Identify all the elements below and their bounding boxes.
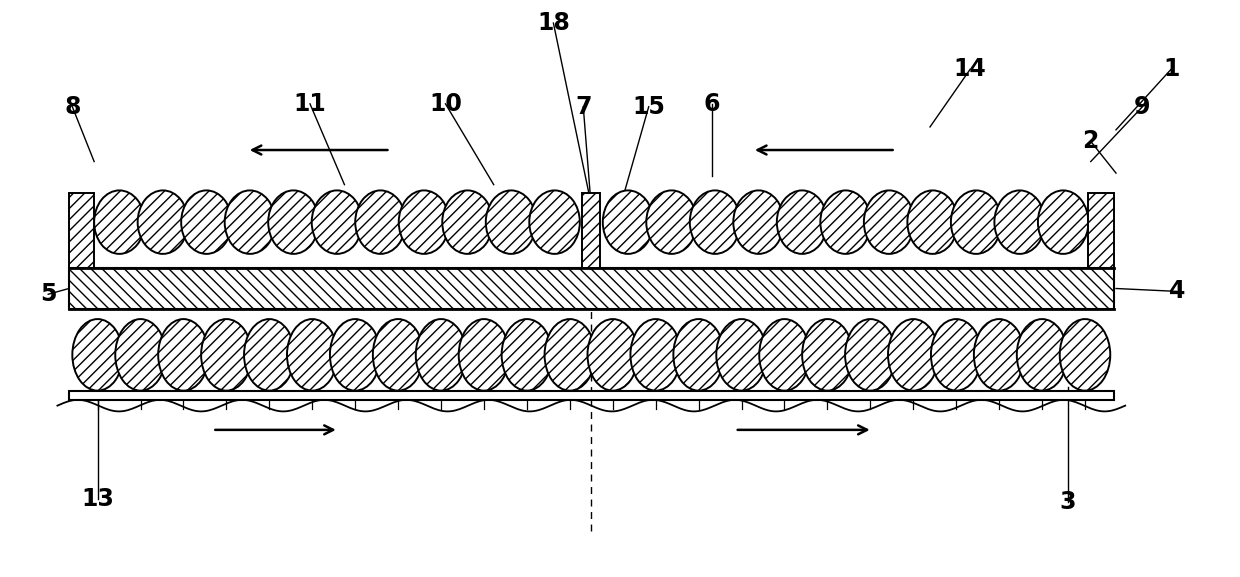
Text: 7: 7 [575,95,591,119]
Text: 13: 13 [81,487,114,511]
Ellipse shape [502,319,552,391]
Ellipse shape [908,190,957,254]
Bar [69,391,1114,400]
Text: 5: 5 [40,282,57,306]
Text: 11: 11 [294,92,326,116]
Ellipse shape [415,319,466,391]
Text: 6: 6 [703,92,720,116]
Ellipse shape [201,319,252,391]
Bar [1089,193,1114,268]
Text: 15: 15 [632,95,665,119]
Ellipse shape [588,319,639,391]
Ellipse shape [846,319,895,391]
Ellipse shape [244,319,295,391]
Ellipse shape [181,190,232,254]
Ellipse shape [373,319,423,391]
Text: 1: 1 [1163,57,1179,81]
Ellipse shape [1060,319,1110,391]
Ellipse shape [268,190,319,254]
Ellipse shape [72,319,123,391]
Ellipse shape [689,190,740,254]
Ellipse shape [733,190,784,254]
Ellipse shape [486,190,536,254]
Ellipse shape [330,319,381,391]
Ellipse shape [443,190,492,254]
Ellipse shape [311,190,362,254]
Ellipse shape [224,190,275,254]
Ellipse shape [603,190,653,254]
Bar [69,193,94,268]
Ellipse shape [973,319,1024,391]
Ellipse shape [544,319,595,391]
Text: 2: 2 [1083,129,1099,153]
Text: 18: 18 [537,11,570,35]
Ellipse shape [759,319,810,391]
Text: 8: 8 [64,95,81,119]
Ellipse shape [994,190,1045,254]
Ellipse shape [888,319,939,391]
Ellipse shape [646,190,697,254]
Bar [582,193,600,268]
Text: 3: 3 [1059,490,1076,514]
Ellipse shape [355,190,405,254]
Ellipse shape [529,190,580,254]
Text: 4: 4 [1168,279,1185,304]
Text: 14: 14 [954,57,987,81]
Ellipse shape [951,190,1002,254]
Text: 10: 10 [429,92,463,116]
Ellipse shape [94,190,145,254]
Ellipse shape [459,319,510,391]
Ellipse shape [1017,319,1068,391]
Ellipse shape [717,319,766,391]
Ellipse shape [802,319,853,391]
Text: 9: 9 [1135,95,1151,119]
Ellipse shape [138,190,188,254]
Ellipse shape [1038,190,1089,254]
Ellipse shape [115,319,166,391]
Ellipse shape [399,190,449,254]
Ellipse shape [286,319,337,391]
Ellipse shape [159,319,208,391]
Ellipse shape [776,190,827,254]
Ellipse shape [931,319,982,391]
Ellipse shape [673,319,724,391]
Bar [69,268,1114,309]
Ellipse shape [630,319,681,391]
Ellipse shape [821,190,870,254]
Ellipse shape [864,190,914,254]
